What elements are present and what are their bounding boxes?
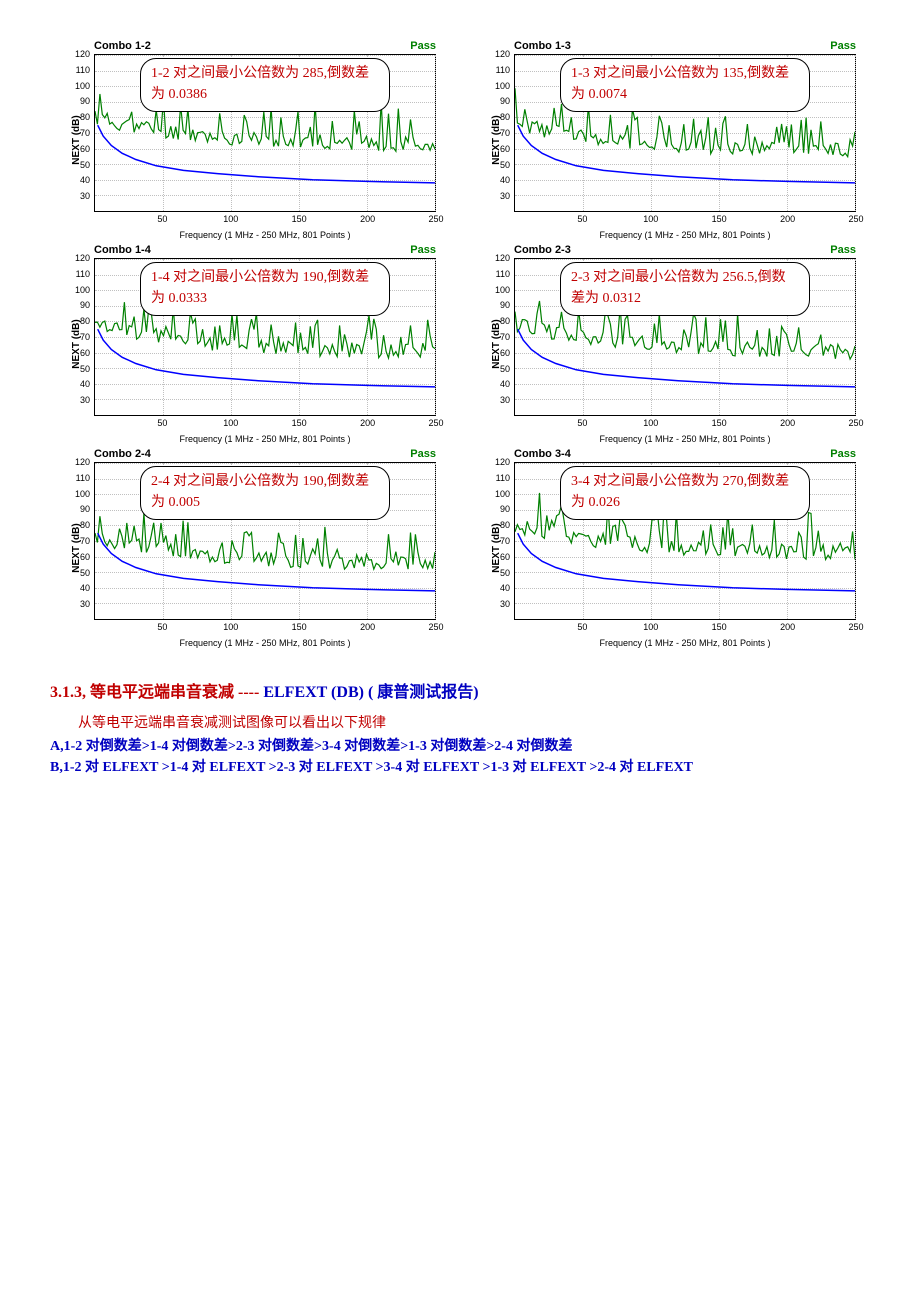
y-ticks: 30405060708090100110120 (492, 54, 512, 212)
chart-status: Pass (830, 244, 856, 256)
chart-panel: Combo 2-3PassNEXT (dB)304050607080901001… (470, 244, 860, 444)
x-ticks: 50100150200250 (514, 622, 856, 634)
x-axis-label: Frequency (1 MHz - 250 MHz, 801 Points ) (514, 434, 856, 444)
heading-report: ( 康普测试报告) (368, 684, 479, 701)
chart-panel: Combo 1-2PassNEXT (dB)304050607080901001… (50, 40, 440, 240)
chart-title: Combo 1-2 (94, 40, 151, 52)
chart-callout: 3-4 对之间最小公倍数为 270,倒数差为 0.026 (560, 466, 810, 520)
chart-panel: Combo 3-4PassNEXT (dB)304050607080901001… (470, 448, 860, 648)
x-ticks: 50100150200250 (94, 622, 436, 634)
chart-callout: 2-4 对之间最小公倍数为 190,倒数差为 0.005 (140, 466, 390, 520)
chart-status: Pass (830, 40, 856, 52)
y-ticks: 30405060708090100110120 (492, 462, 512, 620)
chart-title: Combo 2-4 (94, 448, 151, 460)
x-ticks: 50100150200250 (514, 214, 856, 226)
x-axis-label: Frequency (1 MHz - 250 MHz, 801 Points ) (514, 638, 856, 648)
chart-status: Pass (410, 244, 436, 256)
chart-callout: 1-3 对之间最小公倍数为 135,倒数差为 0.0074 (560, 58, 810, 112)
chart-title: Combo 1-3 (514, 40, 571, 52)
heading-zh: 等电平远端串音衰减 (90, 684, 234, 701)
y-ticks: 30405060708090100110120 (72, 258, 92, 416)
chart-panel: Combo 1-3PassNEXT (dB)304050607080901001… (470, 40, 860, 240)
chart-title: Combo 3-4 (514, 448, 571, 460)
chart-status: Pass (410, 448, 436, 460)
x-axis-label: Frequency (1 MHz - 250 MHz, 801 Points ) (94, 638, 436, 648)
heading-dashes: ---- (238, 684, 259, 701)
x-ticks: 50100150200250 (94, 214, 436, 226)
x-axis-label: Frequency (1 MHz - 250 MHz, 801 Points ) (94, 434, 436, 444)
chart-callout: 1-4 对之间最小公倍数为 190,倒数差为 0.0333 (140, 262, 390, 316)
y-ticks: 30405060708090100110120 (492, 258, 512, 416)
chart-callout: 1-2 对之间最小公倍数为 285,倒数差为 0.0386 (140, 58, 390, 112)
chart-panel: Combo 1-4PassNEXT (dB)304050607080901001… (50, 244, 440, 444)
heading-elfext: ELFEXT (DB) (263, 684, 364, 701)
x-ticks: 50100150200250 (94, 418, 436, 430)
chart-panel: Combo 2-4PassNEXT (dB)304050607080901001… (50, 448, 440, 648)
heading-number: 3.1.3, (50, 684, 86, 701)
chart-title: Combo 2-3 (514, 244, 571, 256)
x-ticks: 50100150200250 (514, 418, 856, 430)
body-rule-b: B,1-2 对 ELFEXT >1-4 对 ELFEXT >2-3 对 ELFE… (50, 757, 870, 778)
body-intro: 从等电平远端串音衰减测试图像可以看出以下规律 (50, 712, 870, 732)
chart-status: Pass (410, 40, 436, 52)
y-ticks: 30405060708090100110120 (72, 462, 92, 620)
body-rule-a: A,1-2 对倒数差>1-4 对倒数差>2-3 对倒数差>3-4 对倒数差>1-… (50, 736, 870, 757)
x-axis-label: Frequency (1 MHz - 250 MHz, 801 Points ) (514, 230, 856, 240)
section-heading: 3.1.3, 等电平远端串音衰减 ---- ELFEXT (DB) ( 康普测试… (50, 678, 870, 702)
chart-grid: Combo 1-2PassNEXT (dB)304050607080901001… (50, 40, 870, 648)
x-axis-label: Frequency (1 MHz - 250 MHz, 801 Points ) (94, 230, 436, 240)
chart-callout: 2-3 对之间最小公倍数为 256.5,倒数差为 0.0312 (560, 262, 810, 316)
y-ticks: 30405060708090100110120 (72, 54, 92, 212)
chart-status: Pass (830, 448, 856, 460)
chart-title: Combo 1-4 (94, 244, 151, 256)
